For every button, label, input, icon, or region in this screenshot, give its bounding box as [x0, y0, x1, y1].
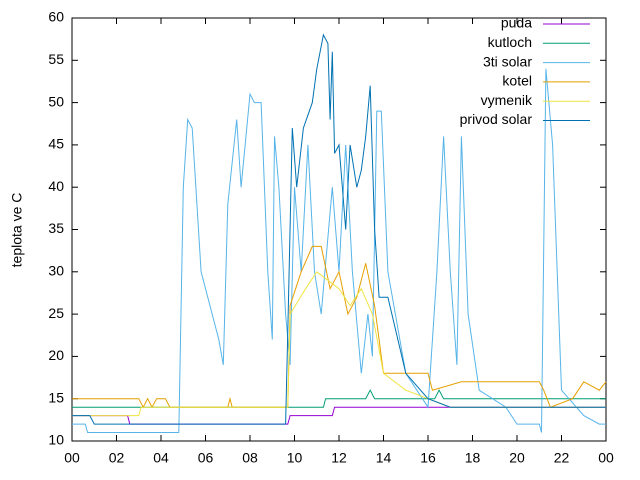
x-tick-label: 08 — [242, 450, 258, 466]
legend-label: kutloch — [488, 34, 532, 50]
y-tick-label: 20 — [48, 347, 64, 363]
y-tick-label: 35 — [48, 220, 64, 236]
x-tick-label: 18 — [465, 450, 481, 466]
x-tick-label: 14 — [376, 450, 392, 466]
y-tick-label: 25 — [48, 305, 64, 321]
x-tick-label: 16 — [420, 450, 436, 466]
y-tick-label: 15 — [48, 389, 64, 405]
y-tick-label: 55 — [48, 51, 64, 67]
y-axis-label: teplota ve C — [9, 193, 25, 268]
legend-label: privod solar — [460, 111, 533, 127]
legend-label: vymenik — [481, 92, 533, 108]
x-tick-label: 06 — [198, 450, 214, 466]
x-tick-label: 02 — [109, 450, 125, 466]
legend-label: puda — [501, 15, 532, 31]
x-tick-label: 12 — [331, 450, 347, 466]
y-tick-label: 60 — [48, 9, 64, 25]
x-tick-label: 22 — [554, 450, 570, 466]
series-line — [72, 245, 607, 409]
y-tick-label: 45 — [48, 136, 64, 152]
x-tick-label: 20 — [509, 450, 525, 466]
legend-label: 3ti solar — [483, 53, 532, 69]
x-tick-label: 04 — [153, 450, 169, 466]
legend-label: kotel — [502, 73, 532, 89]
x-tick-label: 00 — [64, 450, 80, 466]
x-tick-label: 10 — [287, 450, 303, 466]
y-tick-label: 50 — [48, 93, 64, 109]
y-tick-label: 40 — [48, 178, 64, 194]
series-line — [72, 68, 606, 433]
series-line — [72, 389, 606, 408]
series-line — [72, 33, 606, 425]
series-line — [72, 271, 606, 417]
x-tick-label: 00 — [598, 450, 614, 466]
y-tick-label: 30 — [48, 263, 64, 279]
series-line — [72, 406, 606, 425]
y-tick-label: 10 — [48, 432, 64, 448]
